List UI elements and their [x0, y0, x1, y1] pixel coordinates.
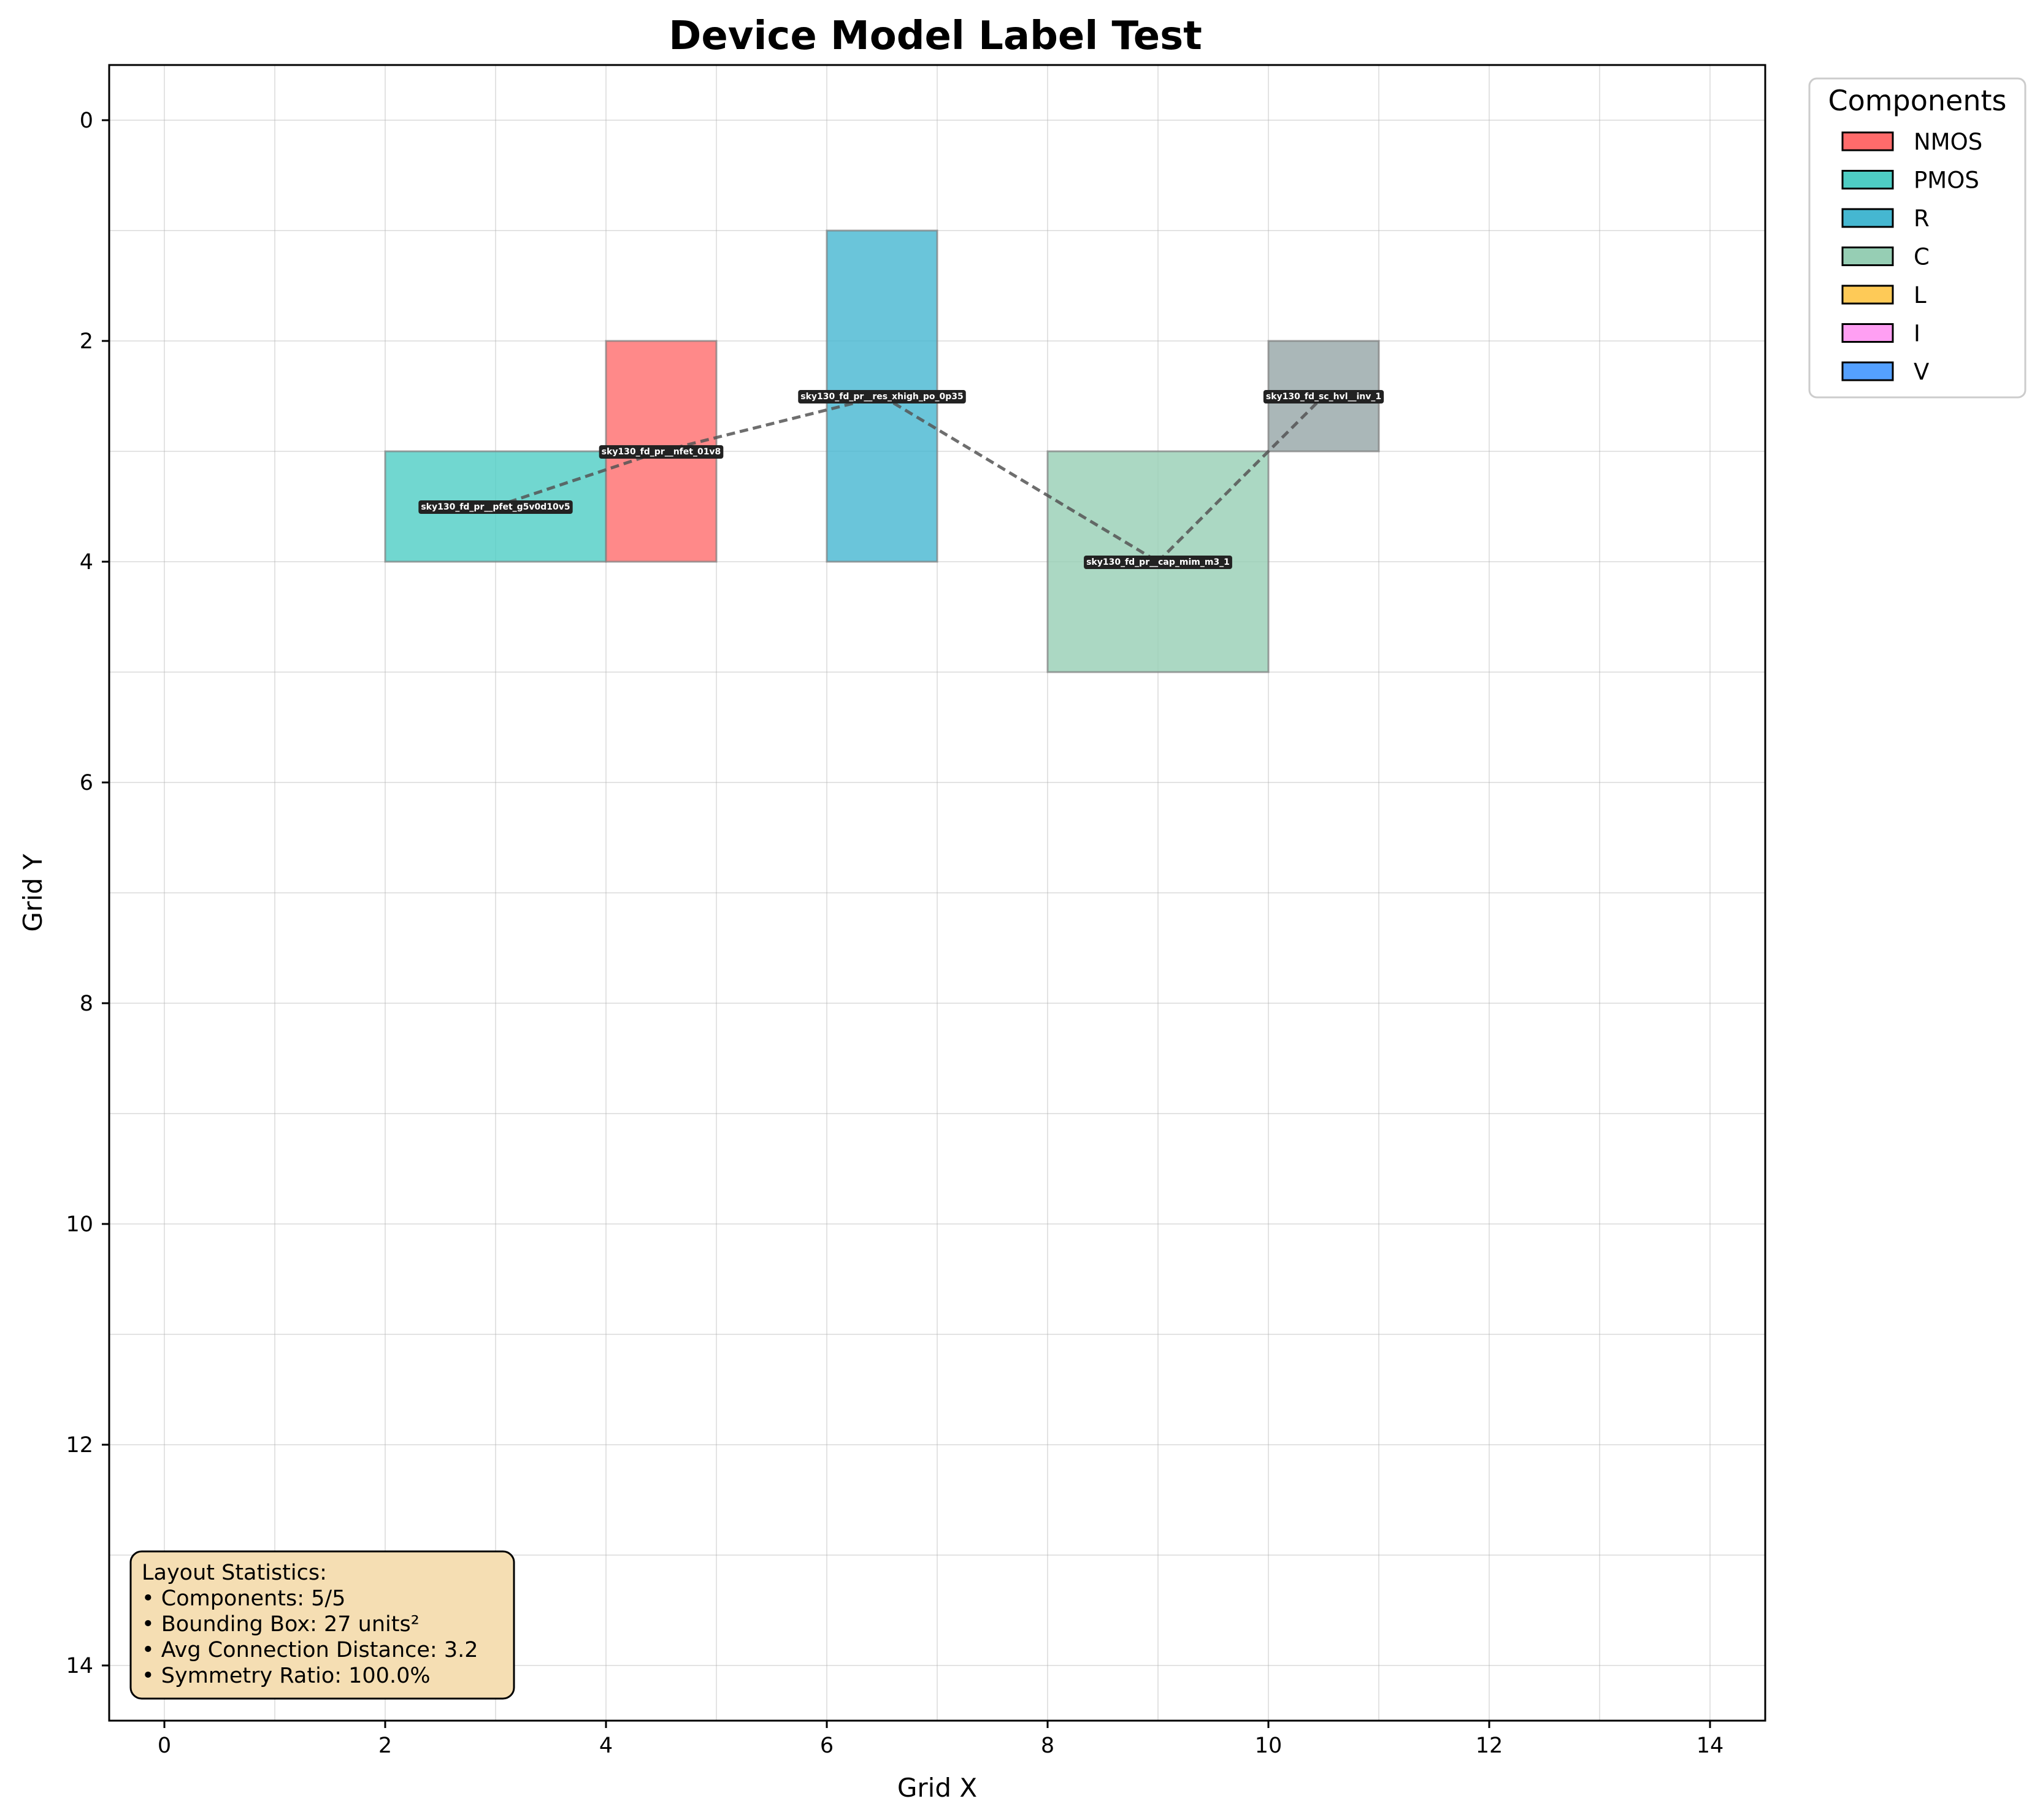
legend-entry-pmos: PMOS	[1841, 167, 1979, 194]
connection-line-1	[495, 449, 662, 508]
x-tick-label-14: 14	[1697, 1734, 1724, 1758]
legend-label: I	[1914, 321, 1920, 347]
stats-line-avg-distance: • Avg Connection Distance: 3.2	[142, 1638, 478, 1662]
y-tick-label-2: 2	[80, 329, 93, 354]
x-tick-label-8: 8	[1041, 1734, 1054, 1758]
stats-line-components: • Components: 5/5	[142, 1586, 345, 1611]
legend-label: PMOS	[1914, 167, 1979, 194]
legend-label: R	[1914, 205, 1930, 232]
component-label-bg	[599, 445, 724, 459]
legend-label: NMOS	[1914, 129, 1982, 155]
legend-entry-l: L	[1841, 282, 1927, 308]
y-tick-label-4: 4	[80, 550, 93, 575]
connection-lines	[495, 394, 1325, 564]
x-axis-label: Grid X	[897, 1773, 977, 1803]
chart-title: Device Model Label Test	[669, 13, 1202, 59]
component-label-text: sky130_fd_pr__nfet_01v8	[602, 447, 721, 457]
legend-entry-c: C	[1841, 244, 1930, 270]
legend-label: C	[1914, 244, 1930, 270]
x-tick-label-10: 10	[1255, 1734, 1283, 1758]
legend-frame	[1808, 77, 2027, 399]
connection-line-4	[1157, 395, 1325, 563]
component-label-text: sky130_fd_pr__cap_mim_m3_1	[1086, 557, 1230, 567]
legend-label: L	[1914, 282, 1927, 308]
component-label-4: sky130_fd_pr__cap_mim_m3_1	[1084, 556, 1232, 569]
x-tick-label-2: 2	[378, 1734, 392, 1758]
legend-swatch	[1841, 361, 1894, 381]
x-tick-label-6: 6	[820, 1734, 834, 1758]
stats-line-title: Layout Statistics:	[142, 1561, 327, 1585]
x-tick-label-12: 12	[1476, 1734, 1503, 1758]
legend-swatch	[1841, 323, 1894, 343]
legend-swatch	[1841, 131, 1894, 151]
legend-entry-i: I	[1841, 321, 1920, 347]
x-tick-label-4: 4	[599, 1734, 613, 1758]
stats-box-background	[129, 1550, 515, 1700]
y-tick-label-12: 12	[66, 1433, 93, 1458]
component-label-2: sky130_fd_pr__nfet_01v8	[599, 445, 724, 459]
y-tick-label-0: 0	[80, 109, 93, 133]
y-axis-ticks: 0 2 4 6 8 10 12 14	[66, 109, 109, 1678]
x-tick-label-0: 0	[158, 1734, 171, 1758]
legend-entry-nmos: NMOS	[1841, 129, 1982, 155]
y-tick-label-6: 6	[80, 771, 93, 795]
legend-entry-v: V	[1841, 359, 1929, 385]
layout-statistics-box: Layout Statistics: • Components: 5/5 • B…	[129, 1550, 515, 1700]
stats-line-bounding-box: • Bounding Box: 27 units²	[142, 1612, 420, 1637]
legend-label: V	[1914, 359, 1929, 385]
y-tick-label-8: 8	[80, 992, 93, 1016]
component-label-text: sky130_fd_pr__res_xhigh_po_0p35	[800, 392, 963, 402]
y-tick-label-10: 10	[66, 1212, 93, 1237]
legend-swatch	[1841, 285, 1894, 305]
component-label-text: sky130_fd_pr__pfet_g5v0d10v5	[421, 502, 570, 512]
y-axis-label: Grid Y	[18, 854, 48, 931]
component-label-5: sky130_fd_sc_hvl__inv_1	[1263, 390, 1384, 403]
x-axis-ticks: 0 2 4 6 8 10 12 14	[158, 1721, 1724, 1758]
component-label-3: sky130_fd_pr__res_xhigh_po_0p35	[798, 390, 966, 403]
legend-swatch	[1841, 208, 1894, 228]
plot-frame	[108, 64, 1766, 1722]
stats-line-symmetry: • Symmetry Ratio: 100.0%	[142, 1664, 431, 1688]
component-labels: sky130_fd_pr__pfet_g5v0d10v5 sky130_fd_pr…	[418, 390, 1384, 569]
component-label-1: sky130_fd_pr__pfet_g5v0d10v5	[418, 500, 573, 514]
component-label-text: sky130_fd_sc_hvl__inv_1	[1266, 392, 1381, 402]
legend-entry-r: R	[1841, 205, 1930, 232]
component-label-bg	[1263, 390, 1384, 403]
legend-title: Components	[1828, 84, 2006, 117]
y-tick-label-14: 14	[66, 1654, 93, 1678]
legend-swatch	[1841, 247, 1894, 266]
component-label-bg	[798, 390, 966, 403]
legend-swatch	[1841, 170, 1894, 189]
component-label-bg	[1084, 556, 1232, 569]
component-label-bg	[418, 500, 573, 514]
connection-line-2	[661, 394, 883, 453]
